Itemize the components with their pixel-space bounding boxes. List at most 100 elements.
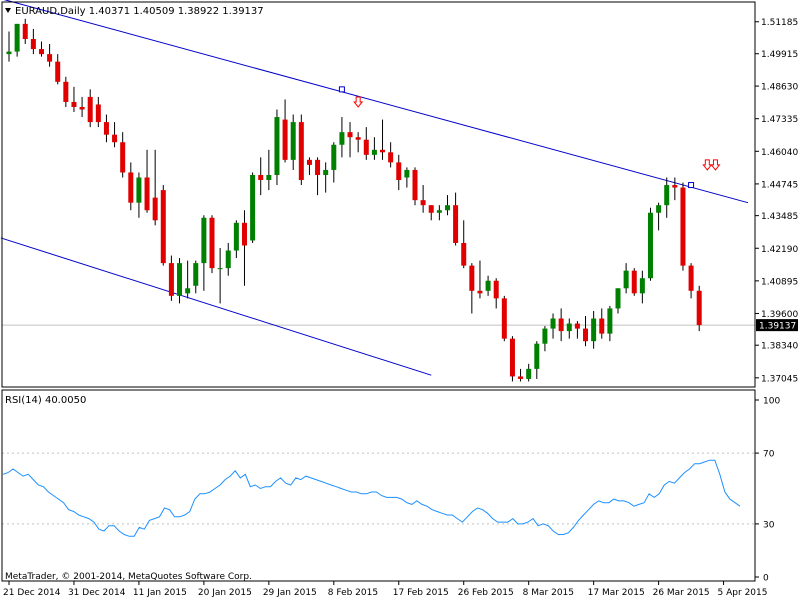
candle xyxy=(664,177,670,218)
candle xyxy=(420,185,426,213)
candle xyxy=(526,363,532,382)
candle xyxy=(371,137,377,160)
candle-body xyxy=(136,177,142,203)
candle xyxy=(550,313,556,339)
price-tick-label: 1.48630 xyxy=(761,83,798,93)
candle xyxy=(444,195,450,216)
candle-body xyxy=(493,280,499,299)
candle-body xyxy=(477,290,483,294)
candlestick-series xyxy=(6,18,702,382)
channel-anchor-point[interactable] xyxy=(688,182,695,189)
current-price-label: 1.39137 xyxy=(759,322,796,332)
price-tick-label: 1.44745 xyxy=(761,180,798,190)
candle-body xyxy=(168,263,174,296)
candle-body xyxy=(339,132,345,145)
candle-body xyxy=(266,174,272,181)
candle xyxy=(412,167,418,206)
candle xyxy=(696,285,702,332)
price-tick-label: 1.49915 xyxy=(761,50,798,60)
rsi-line xyxy=(2,459,741,537)
candle-body xyxy=(79,106,85,110)
candle-body xyxy=(128,172,134,203)
current-price-box xyxy=(756,319,798,332)
candle xyxy=(306,157,312,175)
candle xyxy=(396,154,402,191)
candle-body xyxy=(160,190,166,264)
candle xyxy=(38,41,44,57)
candle xyxy=(453,192,459,246)
candle-body xyxy=(193,263,199,286)
candle xyxy=(688,263,694,299)
candle-body xyxy=(177,263,183,296)
candle-body xyxy=(306,159,312,165)
candle xyxy=(558,308,564,342)
candle xyxy=(177,258,183,304)
fractal-arrow-icon xyxy=(353,96,364,108)
time-tick-label: 29 Jan 2015 xyxy=(263,588,317,598)
candle xyxy=(144,149,150,213)
candle xyxy=(152,149,158,226)
candle xyxy=(656,202,662,231)
candle xyxy=(639,270,645,304)
candle xyxy=(87,89,93,128)
candle xyxy=(79,96,85,118)
price-tick-label: 1.42190 xyxy=(761,245,798,255)
candle-body xyxy=(315,159,321,175)
candle-body xyxy=(534,343,540,369)
candle-body xyxy=(583,328,589,342)
candle-body xyxy=(185,288,191,294)
candle xyxy=(136,172,142,218)
candle xyxy=(672,177,678,201)
time-tick-label: 8 Mar 2015 xyxy=(523,588,574,598)
candle-body xyxy=(518,376,524,379)
candle xyxy=(501,295,507,342)
candle xyxy=(607,305,613,342)
candle-body xyxy=(22,23,28,39)
symbol-header: EURAUD,Daily 1.40371 1.40509 1.38922 1.3… xyxy=(15,6,264,17)
candle-body xyxy=(688,265,694,291)
candle xyxy=(193,260,199,294)
candle xyxy=(209,215,215,274)
candle-body xyxy=(388,152,394,163)
candle-body xyxy=(412,169,418,201)
candle xyxy=(290,114,296,170)
candle-body xyxy=(63,81,69,102)
candle xyxy=(469,263,475,314)
candle xyxy=(160,185,166,266)
candle-body xyxy=(428,205,434,213)
copyright-label: MetaTrader, © 2001-2014, MetaQuotes Soft… xyxy=(5,572,252,582)
rsi-series xyxy=(2,459,741,537)
candle xyxy=(128,162,134,211)
channel-lower-line[interactable] xyxy=(0,237,432,376)
candle xyxy=(250,172,256,243)
candle-body xyxy=(120,142,126,173)
candle xyxy=(241,210,247,286)
candle-body xyxy=(444,205,450,211)
fractal-arrow-icon xyxy=(702,159,713,171)
channel-anchor-point[interactable] xyxy=(338,86,345,93)
channel-lines[interactable] xyxy=(0,0,749,376)
price-tick-label: 1.38340 xyxy=(761,342,798,352)
rsi-tick-label: 30 xyxy=(763,520,775,530)
candle-body xyxy=(87,96,93,123)
candle-body xyxy=(201,217,207,264)
price-panel-frame xyxy=(1,1,756,388)
candle-body xyxy=(331,144,337,170)
chevron-down-icon[interactable] xyxy=(5,8,11,13)
candle-body xyxy=(647,212,653,279)
candle xyxy=(380,119,386,160)
candle-body xyxy=(241,222,247,246)
price-tick-label: 1.51185 xyxy=(761,18,798,28)
candle-body xyxy=(501,298,507,339)
candle-body xyxy=(461,242,467,266)
channel-upper-line[interactable] xyxy=(1,0,749,204)
candle xyxy=(509,336,515,382)
candle xyxy=(534,341,540,379)
candle-body xyxy=(209,217,215,269)
candle xyxy=(599,308,605,339)
candle-body xyxy=(217,268,223,270)
candle xyxy=(339,117,345,158)
price-tick-label: 1.47335 xyxy=(761,115,798,125)
candle xyxy=(30,28,36,55)
